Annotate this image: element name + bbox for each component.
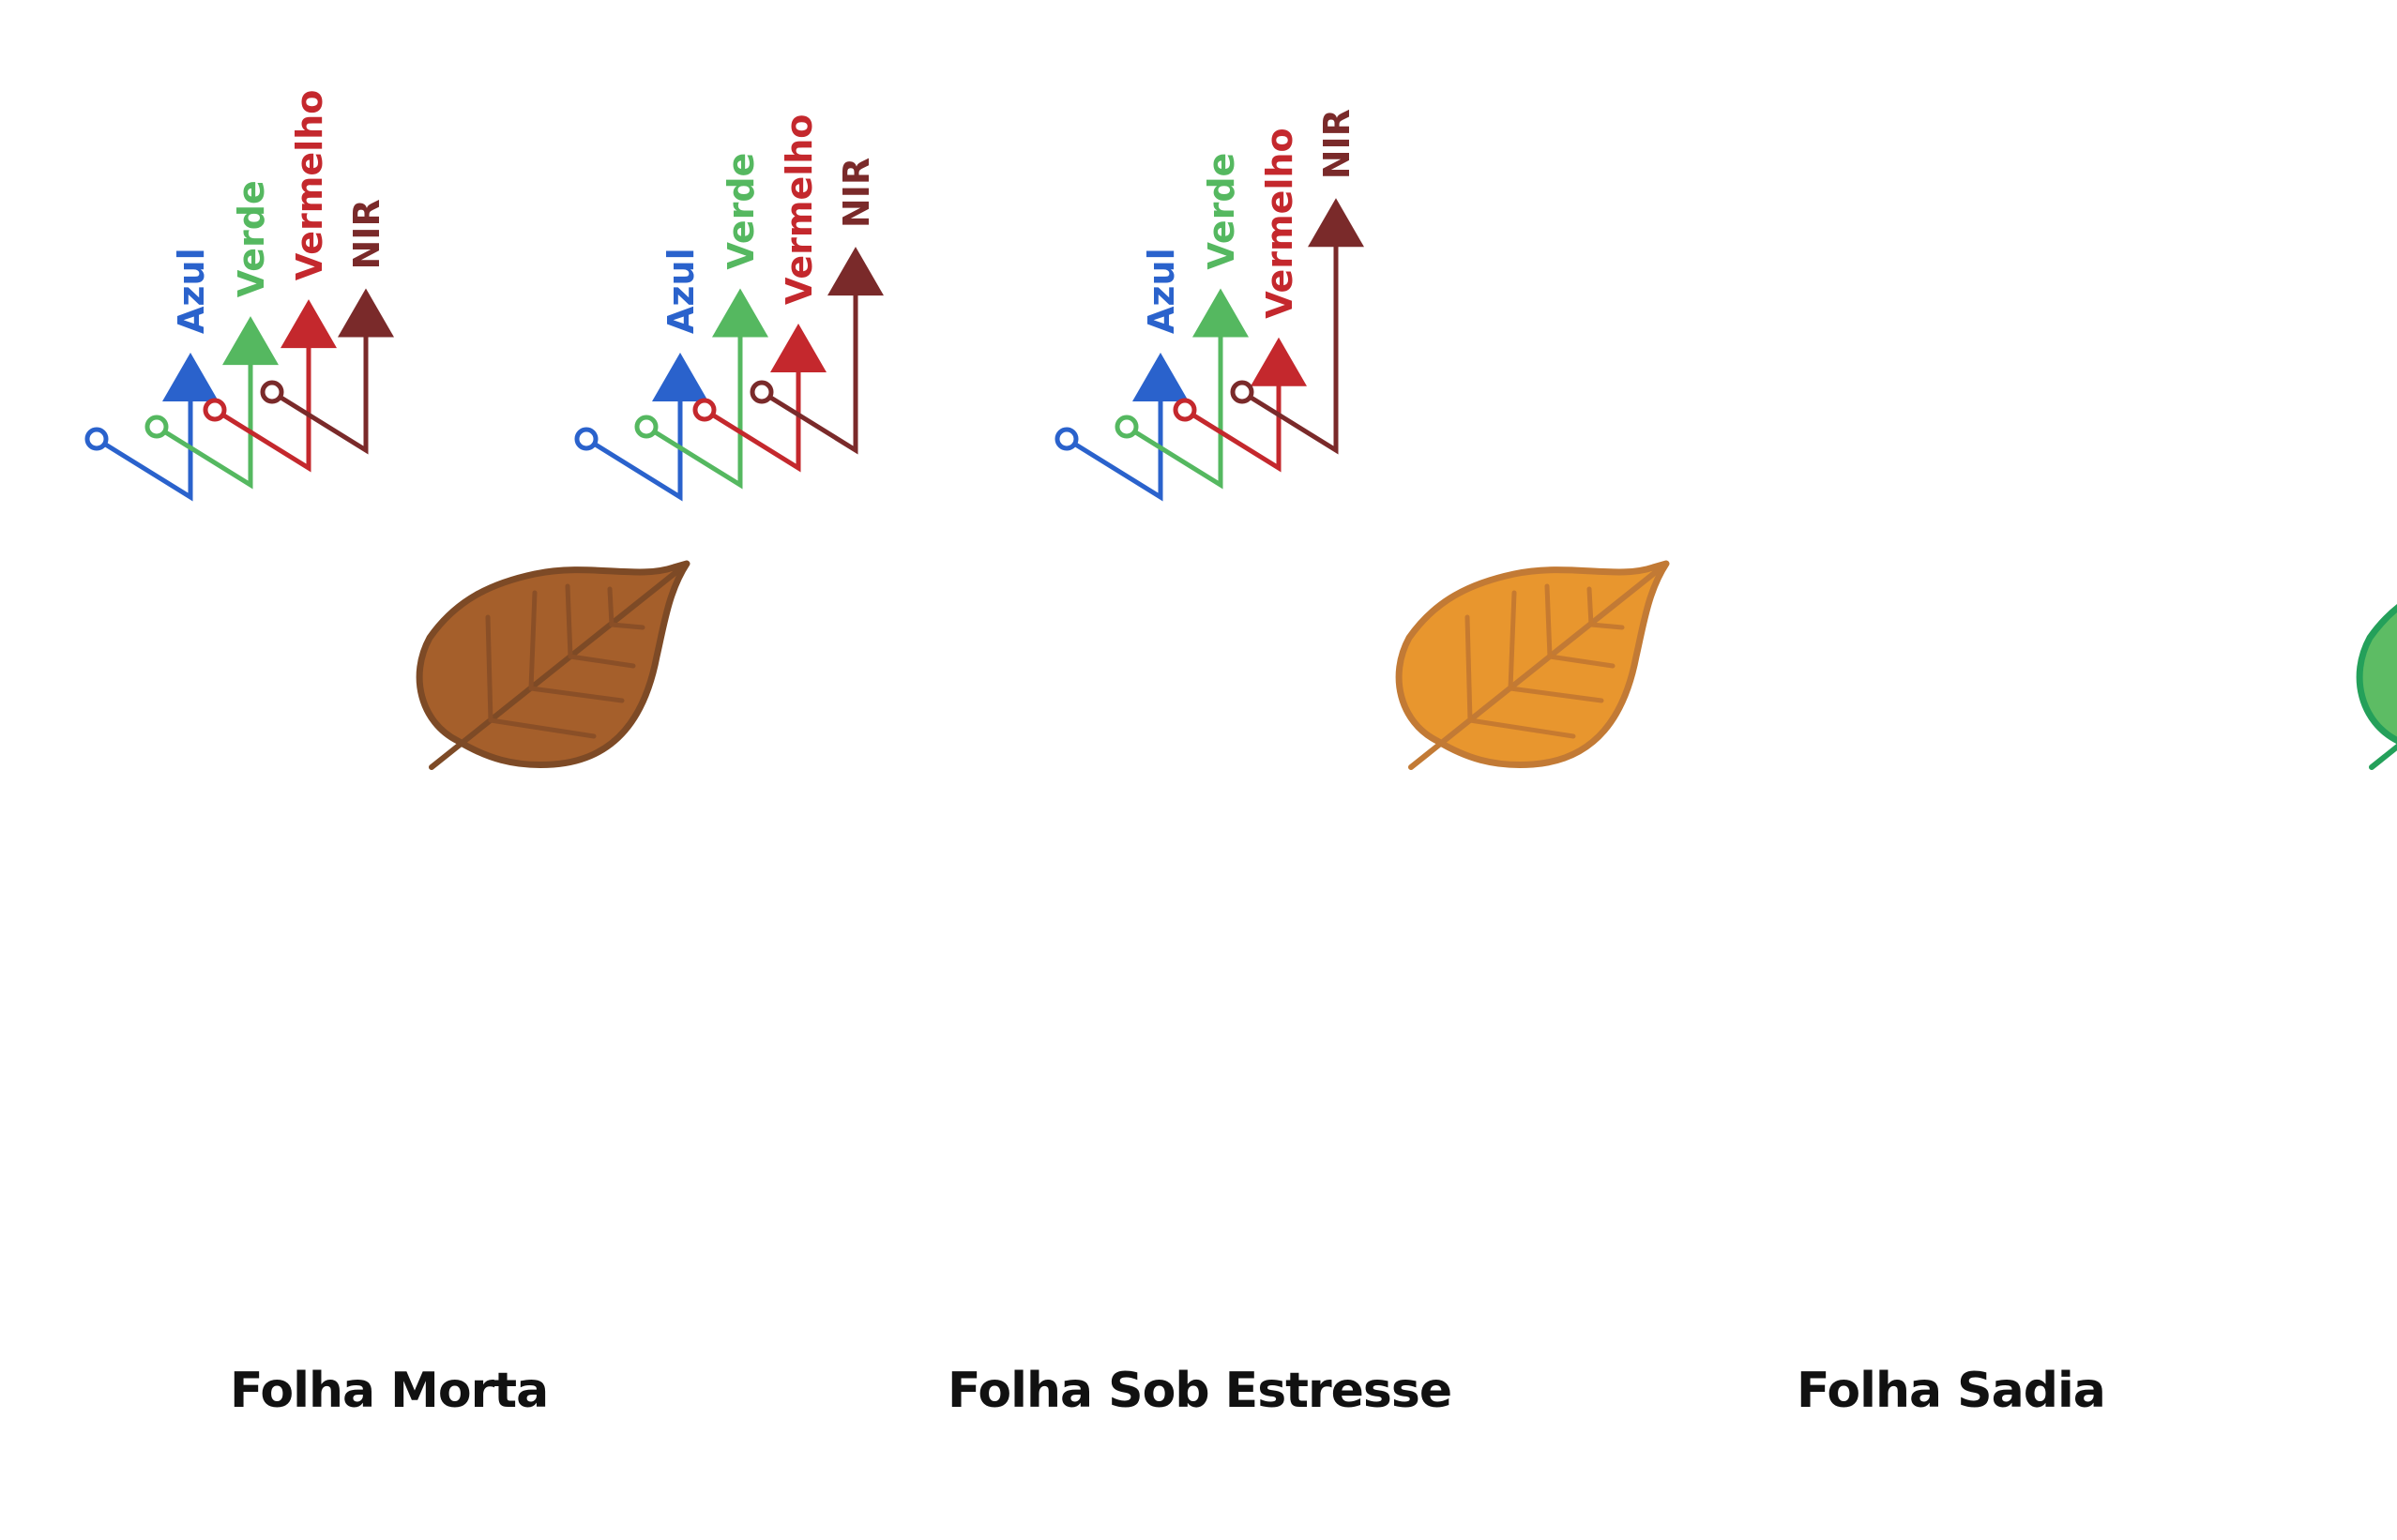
leaf-vein [528,590,538,691]
leaf-midrib [429,561,690,770]
band-label-blue: Azul [660,248,702,334]
ray-nir: NIR [1230,109,1364,455]
ray-nir: NIR [750,158,884,455]
incident-source-red [692,398,717,422]
arrowhead-blue [162,353,219,401]
arrowhead-blue [1132,353,1189,401]
band-label-red: Vermelho [289,90,330,280]
reflected-ray-red [710,355,801,473]
incident-source-green [144,415,169,439]
ray-red: Vermelho [203,90,337,473]
leaf-vein [528,686,625,703]
panel-caption: Folha Sob Estresse [948,1363,1451,1419]
band-label-green: Verde [1201,153,1242,270]
ray-blue: Azul [574,248,708,502]
ray-red: Vermelho [692,114,827,473]
leaf-drawing [416,560,690,770]
reflected-ray-blue [1072,385,1163,502]
leaf-vein [609,622,645,630]
incident-source-red [203,398,227,422]
ray-red: Vermelho [1173,128,1307,473]
ray-blue: Azul [84,248,219,502]
band-label-blue: Azul [1141,248,1182,334]
panel-caption: Folha Sadia [1797,1363,2105,1419]
arrowhead-nir [1308,198,1364,248]
incident-source-blue [84,427,109,451]
arrowhead-red [770,324,827,372]
incident-source-green [634,415,659,439]
leaf [2356,603,2397,770]
band-label-blue: Azul [171,248,212,334]
leaf-vein [488,717,597,739]
reflected-ray-red [220,331,311,473]
band-label-green: Verde [231,180,272,297]
arrowhead-green [712,288,768,338]
band-label-green: Verde [721,153,762,270]
incident-source-blue [574,427,599,451]
arrowhead-nir [827,247,884,296]
arrowhead-green [1192,288,1249,338]
band-label-nir: NIR [836,158,877,228]
reflected-ray-green [162,348,253,490]
leaf [416,560,690,770]
reflected-ray-green [652,320,743,490]
leaf-drawing [2356,603,2397,770]
leaf-vein [1508,590,1517,691]
leaf-vein [607,586,614,627]
panel-1: Azul Verde Vermelho NIR Folha Morta [84,90,690,1419]
leaf-vein [1508,686,1604,703]
arrowhead-blue [652,353,708,401]
band-label-red: Vermelho [779,114,820,305]
ray-green: Verde [634,153,768,490]
arrowhead-red [281,299,337,349]
leaf [1395,560,1670,770]
arrowhead-green [222,316,279,366]
panel-caption: Folha Morta [230,1363,548,1419]
band-label-red: Vermelho [1259,128,1300,318]
leaf-drawing [1395,560,1670,770]
incident-source-nir [260,380,284,404]
reflected-ray-blue [102,385,193,502]
incident-source-green [1115,415,1139,439]
band-label-nir: NIR [346,199,387,269]
leaf-vein [1547,654,1616,669]
leaf-vein [1588,622,1625,630]
band-label-nir: NIR [1316,109,1358,179]
ray-nir: NIR [260,199,394,455]
reflected-ray-nir [278,320,369,455]
incident-source-red [1173,398,1197,422]
reflected-ray-blue [592,385,683,502]
leaf-blade [2356,603,2397,745]
incident-source-blue [1054,427,1079,451]
leaf-vein [565,583,573,659]
leaf-vein [1586,586,1594,627]
leaf-vein [1464,614,1473,723]
ray-green: Verde [144,180,279,490]
leaf-vein [568,654,636,669]
reflected-ray-nir [1248,230,1339,455]
reflected-ray-nir [767,279,858,455]
panel-3: Azul Verde Vermelho NIR Folha Sadia [1054,109,2397,1419]
arrowhead-red [1251,337,1307,386]
ray-blue: Azul [1054,248,1189,502]
ray-green: Verde [1115,153,1249,490]
reflected-ray-red [1191,369,1282,473]
incident-source-nir [750,380,774,404]
arrowhead-nir [338,288,394,338]
leaf-vein [485,614,493,723]
panel-2: Azul Verde Vermelho NIR Folha Sob Estresse [574,114,1670,1419]
incident-source-nir [1230,380,1254,404]
reflected-ray-green [1132,320,1223,490]
leaf-vein [1544,583,1553,659]
leaf-vein [1467,717,1576,739]
leaf-midrib [1408,561,1669,770]
